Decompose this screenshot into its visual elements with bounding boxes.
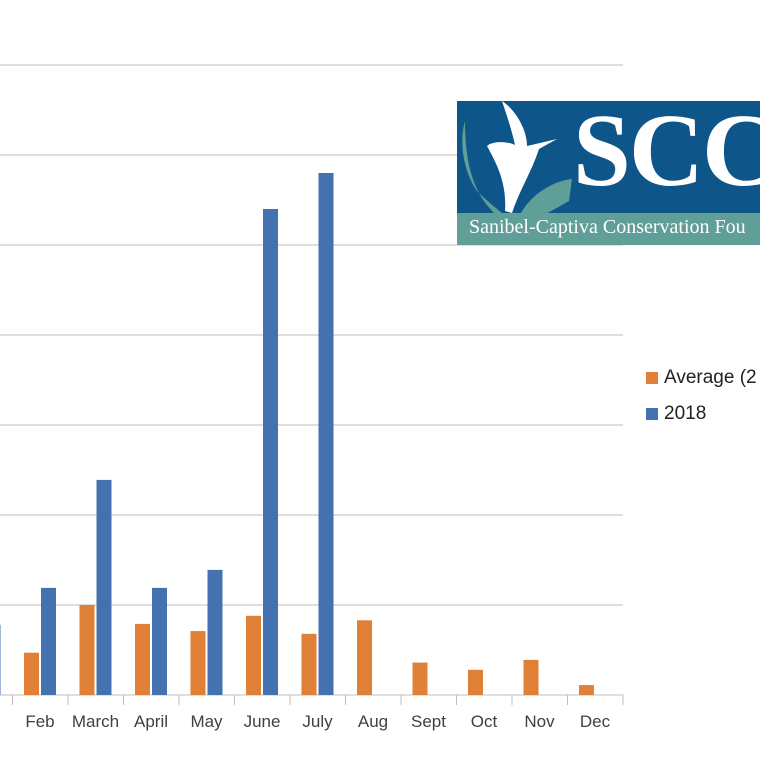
bar-sept-average	[412, 662, 428, 695]
bar-may-2018	[207, 569, 223, 695]
bar-april-average	[135, 623, 150, 695]
bar-june-average	[246, 615, 261, 695]
bar-nov-average	[523, 659, 539, 695]
bar-july-2018	[318, 173, 334, 695]
logo-letters: SCC	[573, 101, 760, 208]
x-tick-label: June	[244, 712, 281, 731]
bar-march-average	[79, 605, 95, 695]
x-tick-label: Aug	[358, 712, 388, 731]
x-tick-label: May	[190, 712, 223, 731]
legend-item-average: Average (2	[646, 360, 757, 396]
x-tick-label: March	[72, 712, 119, 731]
x-tick-label: Dec	[580, 712, 611, 731]
bar-oct-average	[468, 669, 483, 695]
x-tick-label: Oct	[471, 712, 498, 731]
x-tick-label: April	[134, 712, 168, 731]
bar-may-average	[190, 631, 206, 695]
bar-june-2018	[263, 209, 278, 695]
bar-aug-average	[357, 620, 372, 695]
bar-march-2018	[96, 479, 112, 695]
scc-logo: SCC Sanibel-Captiva Conservation Fou	[457, 101, 760, 245]
legend-label: 2018	[664, 403, 707, 424]
x-tick-label: Nov	[524, 712, 555, 731]
logo-tagline: Sanibel-Captiva Conservation Fou	[469, 216, 746, 238]
bar-april-2018	[152, 587, 167, 695]
bar-dec-average	[579, 685, 594, 695]
bar-feb-average	[24, 652, 39, 695]
x-tick-label: July	[302, 712, 333, 731]
legend-label: Average (2	[664, 367, 757, 388]
legend: Average (2 2018	[646, 360, 757, 432]
bar-jan-2018	[0, 624, 1, 695]
legend-swatch	[646, 408, 658, 420]
x-tick-label: Sept	[411, 712, 446, 731]
bar-feb-2018	[41, 587, 56, 695]
bar-july-average	[301, 633, 317, 695]
legend-item-2018: 2018	[646, 396, 757, 432]
x-tick-label: Feb	[25, 712, 54, 731]
legend-swatch	[646, 372, 658, 384]
